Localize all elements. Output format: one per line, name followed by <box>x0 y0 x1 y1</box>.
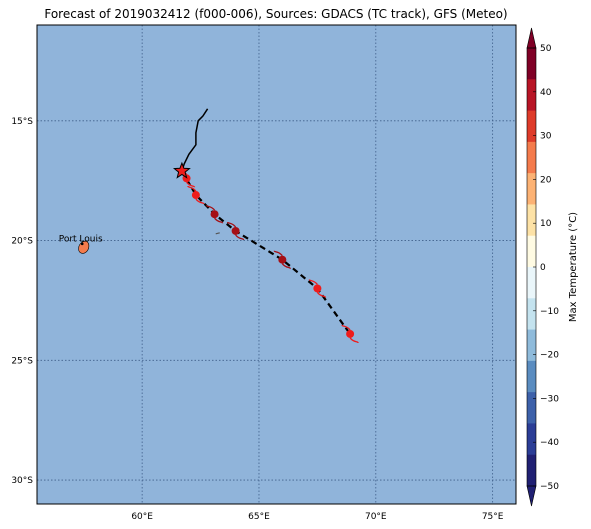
colorbar-tick-label: 40 <box>540 88 552 98</box>
colorbar-tick-label: −30 <box>540 394 559 404</box>
lon-tick-label: 65°E <box>248 512 270 522</box>
colorbar-segment <box>527 267 536 299</box>
colorbar-max-extension <box>526 27 537 49</box>
longitude-ticks: 60°E 65°E 70°E 75°E <box>131 512 503 522</box>
gridlines <box>37 25 516 504</box>
lon-tick-label: 75°E <box>482 512 504 522</box>
colorbar-segment <box>527 48 536 80</box>
colorbar-tick-label: −10 <box>540 307 559 317</box>
port-louis-dot <box>80 242 84 246</box>
colorbar-min-extension <box>526 485 537 507</box>
past-track-line <box>181 108 209 172</box>
lat-tick-label: 15°S <box>11 117 33 127</box>
colorbar-segment <box>527 110 536 143</box>
colorbar-segment <box>527 79 536 112</box>
forecast-points <box>177 169 359 344</box>
map-title: Forecast of 2019032412 (f000-006), Sourc… <box>44 7 508 21</box>
colorbar-tick-label: −20 <box>540 351 559 361</box>
colorbar-segment <box>527 235 536 268</box>
cyclone-symbol <box>205 205 224 224</box>
colorbar-segment <box>527 360 536 393</box>
colorbar-segment <box>527 423 536 456</box>
mauritius-island <box>78 240 90 254</box>
current-position-star <box>172 161 191 179</box>
colorbar-segment <box>527 141 536 174</box>
colorbar-segment <box>527 298 536 331</box>
colorbar-tick-label: 10 <box>540 219 552 229</box>
colorbar-segment <box>527 392 536 424</box>
colorbar-tick-label: 20 <box>540 175 552 185</box>
star-marker <box>172 161 191 179</box>
lon-tick-label: 60°E <box>131 512 153 522</box>
latitude-ticks: 15°S 20°S 25°S 30°S <box>11 117 33 486</box>
lat-tick-label: 20°S <box>11 237 33 247</box>
past-track <box>181 108 209 172</box>
small-islet <box>215 232 220 235</box>
cyclone-symbol <box>308 279 327 298</box>
colorbar-segment <box>527 329 536 362</box>
lat-tick-label: 25°S <box>11 356 33 366</box>
colorbar-segment <box>527 454 536 487</box>
map-area[interactable]: Port Louis <box>36 24 517 505</box>
cyclone-symbol <box>273 250 291 269</box>
ocean-background <box>37 25 516 504</box>
colorbar: 50 40 30 20 10 0 −10 −20 −30 −40 −50 <box>526 27 559 507</box>
colorbar-tick-label: 0 <box>540 263 546 273</box>
map-border <box>36 24 517 505</box>
colorbar-tick-label: 50 <box>540 44 552 54</box>
colorbar-tick-label: −40 <box>540 438 559 448</box>
colorbar-tick-label: −50 <box>540 482 559 492</box>
colorbar-segment <box>527 204 536 237</box>
lat-tick-label: 30°S <box>11 476 33 486</box>
lon-tick-label: 70°E <box>365 512 387 522</box>
place-label-port-louis: Port Louis <box>59 234 103 244</box>
colorbar-segment <box>527 173 536 205</box>
colorbar-tick-label: 30 <box>540 132 552 142</box>
cyclone-symbol <box>226 221 245 241</box>
colorbar-label: Max Temperature (°C) <box>568 212 579 322</box>
cyclone-symbol <box>341 324 359 344</box>
islet-shape <box>215 232 220 235</box>
cyclone-symbol <box>187 185 205 205</box>
